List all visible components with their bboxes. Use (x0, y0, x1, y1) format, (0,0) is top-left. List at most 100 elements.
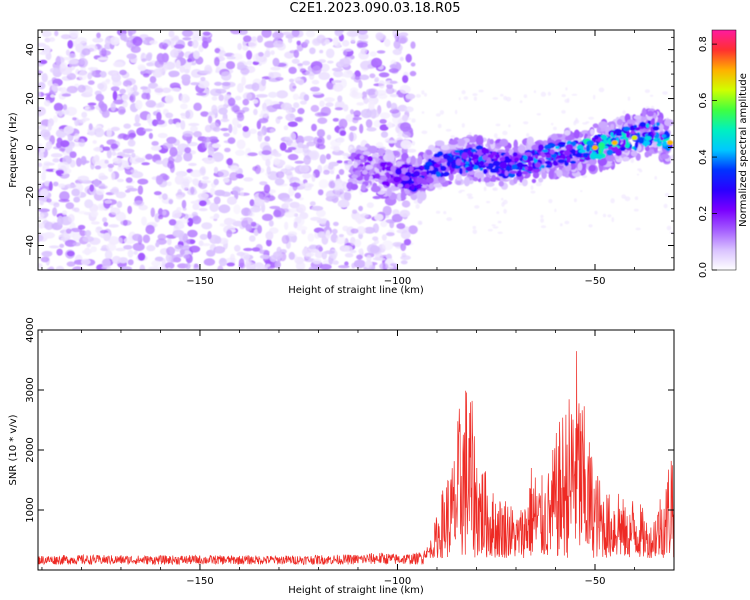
noise-blob (218, 257, 227, 267)
noise-blob (611, 217, 615, 223)
noise-blob (358, 80, 363, 89)
noise-blob (261, 150, 272, 156)
noise-blob (279, 142, 287, 151)
noise-blob (226, 196, 237, 205)
noise-blob (111, 172, 116, 181)
noise-blob (396, 223, 406, 230)
noise-blob (349, 131, 354, 142)
noise-blob (367, 88, 379, 99)
noise-blob (251, 36, 257, 42)
noise-blob (472, 225, 477, 230)
noise-blob (104, 36, 111, 46)
signal-halo-blob (370, 185, 381, 193)
signal-core-blob (418, 184, 422, 189)
noise-blob (379, 262, 389, 270)
noise-blob (317, 189, 324, 196)
noise-blob (405, 53, 412, 63)
noise-blob (80, 258, 91, 266)
noise-blob (218, 50, 226, 57)
noise-blob (366, 202, 374, 209)
signal-halo-blob (475, 135, 484, 146)
spectrogram-frame (37, 29, 675, 271)
noise-blob (122, 80, 133, 87)
noise-blob (341, 48, 353, 52)
signal-core-blob (634, 127, 641, 131)
noise-blob (421, 90, 425, 95)
noise-blob (108, 236, 120, 245)
noise-blob (127, 30, 137, 35)
noise-blob (79, 119, 86, 124)
noise-blob (327, 164, 334, 170)
noise-blob (378, 72, 390, 78)
noise-blob (200, 76, 206, 82)
noise-blob (287, 121, 298, 127)
signal-halo-blob (491, 174, 496, 182)
signal-core-blob (499, 161, 508, 169)
noise-blob (65, 145, 73, 154)
noise-blob (304, 39, 310, 45)
noise-blob (624, 196, 631, 202)
signal-core-blob (390, 165, 397, 173)
noise-blob (410, 62, 416, 67)
noise-blob (291, 30, 300, 38)
noise-blob (415, 94, 421, 98)
noise-blob (274, 178, 285, 186)
signal-halo-blob (513, 176, 518, 184)
noise-blob (259, 181, 268, 186)
noise-blob (435, 210, 441, 214)
noise-blob (508, 124, 511, 128)
noise-blob (162, 210, 167, 216)
colorbar-frame (711, 29, 737, 271)
noise-blob (356, 254, 363, 260)
noise-blob (67, 40, 74, 49)
noise-blob (437, 123, 442, 129)
noise-blob (105, 78, 111, 83)
noise-blob (493, 133, 498, 138)
noise-blob (636, 173, 640, 176)
noise-blob (213, 246, 226, 254)
noise-blob (203, 136, 212, 143)
noise-blob (294, 117, 303, 122)
noise-blob (127, 129, 136, 140)
signal-peak-point (667, 140, 673, 146)
noise-blob (173, 44, 185, 49)
noise-blob (358, 205, 363, 212)
noise-blob (419, 220, 423, 225)
noise-blob (259, 254, 270, 259)
noise-blob (141, 162, 150, 166)
noise-blob (89, 184, 95, 192)
noise-blob (551, 122, 554, 126)
noise-blob (143, 128, 153, 132)
signal-core-blob (395, 168, 402, 175)
noise-blob (369, 73, 376, 79)
noise-blob (334, 107, 343, 111)
noise-blob (116, 178, 124, 183)
noise-blob (403, 238, 412, 246)
signal-halo-blob (521, 178, 528, 187)
noise-blob (190, 82, 200, 86)
noise-blob (119, 69, 127, 76)
noise-blob (382, 205, 392, 216)
noise-blob (472, 93, 478, 97)
noise-blob (41, 171, 46, 181)
x-tick-label: −150 (186, 276, 213, 287)
noise-blob (134, 100, 143, 110)
signal-core-blob (374, 173, 381, 179)
noise-blob (293, 221, 298, 229)
noise-blob (156, 111, 162, 122)
signal-halo-blob (550, 133, 558, 141)
noise-blob (495, 137, 501, 140)
noise-blob (62, 104, 68, 111)
noise-blob (333, 221, 339, 227)
noise-blob (66, 261, 76, 267)
noise-blob (95, 93, 105, 102)
noise-blob (588, 116, 595, 120)
noise-blob (66, 85, 78, 94)
noise-blob (264, 50, 271, 58)
noise-blob (358, 248, 364, 254)
signal-core-blob (626, 132, 630, 139)
noise-blob (182, 37, 192, 41)
noise-blob (264, 40, 276, 48)
noise-blob (376, 50, 386, 54)
signal-core-blob (386, 162, 391, 166)
